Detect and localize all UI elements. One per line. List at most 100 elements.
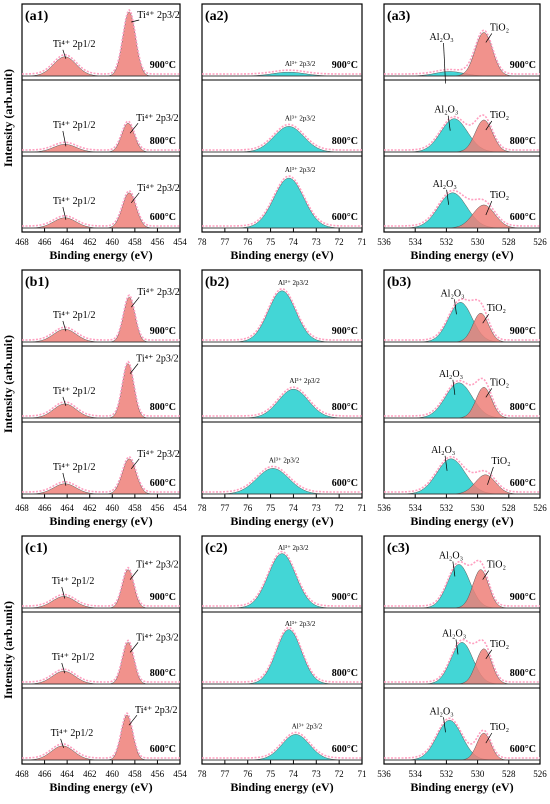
peak-area bbox=[202, 71, 362, 77]
label-arrow bbox=[61, 586, 66, 599]
label-arrow bbox=[447, 115, 451, 131]
x-tick-label: 468 bbox=[15, 769, 29, 779]
x-tick-label: 78 bbox=[198, 237, 208, 247]
x-tick-label: 464 bbox=[60, 237, 74, 247]
peak-label-tio2: TiO₂ bbox=[490, 377, 509, 388]
label-arrow bbox=[443, 42, 446, 84]
temperature-label: 800°C bbox=[510, 402, 536, 413]
envelope-line bbox=[22, 455, 180, 493]
panel-label: (c1) bbox=[25, 541, 48, 556]
envelope-line bbox=[22, 189, 180, 227]
peak-label-al2o3: Al₂O₃ bbox=[430, 706, 454, 717]
peak-label-ti-2p1: Ti⁴⁺ 2p1/2 bbox=[53, 310, 96, 321]
panel-c1: (c1) 468 466 464 462 460 458 456 454 Binding ener… bbox=[1, 535, 187, 794]
x-tick-label: 460 bbox=[106, 237, 120, 247]
label-arrow bbox=[62, 320, 67, 332]
envelope-line bbox=[22, 294, 180, 341]
x-tick-label: 462 bbox=[83, 503, 97, 513]
panel-a1: (a1) 468 466 464 462 460 458 456 454 Binding ener… bbox=[1, 3, 187, 262]
envelope-line bbox=[384, 638, 540, 683]
x-tick-label: 456 bbox=[151, 769, 165, 779]
envelope-line bbox=[202, 69, 362, 75]
x-axis-label: Binding energy (eV) bbox=[230, 248, 333, 262]
peak-label-ti-2p3: Ti⁴⁺ 2p3/2 bbox=[137, 10, 180, 21]
x-tick-label: 462 bbox=[83, 769, 97, 779]
peak-label-al2o3: Al₂O₃ bbox=[433, 179, 457, 190]
x-tick-label: 526 bbox=[533, 237, 547, 247]
x-tick-label: 76 bbox=[243, 769, 253, 779]
label-arrow bbox=[454, 299, 457, 315]
peak-label-tio2: TiO₂ bbox=[490, 722, 509, 733]
x-tick-label: 75 bbox=[266, 503, 276, 513]
y-axis-label: Intensity (arb.unit) bbox=[1, 335, 15, 433]
x-axis-label: Binding energy (eV) bbox=[49, 248, 152, 262]
temperature-label: 600°C bbox=[150, 212, 176, 223]
envelope-line bbox=[384, 114, 540, 151]
x-axis-label: Binding energy (eV) bbox=[410, 514, 513, 528]
label-arrow bbox=[482, 570, 490, 580]
label-arrow bbox=[130, 192, 140, 204]
panel-label: (c3) bbox=[387, 541, 410, 556]
temperature-label: 600°C bbox=[510, 744, 536, 755]
temperature-label: 800°C bbox=[150, 136, 176, 147]
x-tick-label: 532 bbox=[440, 769, 454, 779]
x-axis-label: Binding energy (eV) bbox=[410, 780, 513, 794]
panel-label: (b3) bbox=[387, 275, 411, 290]
temperature-label: 800°C bbox=[332, 136, 358, 147]
x-tick-label: 72 bbox=[335, 769, 344, 779]
x-tick-label: 532 bbox=[440, 237, 454, 247]
x-tick-label: 454 bbox=[173, 503, 187, 513]
x-tick-label: 75 bbox=[266, 769, 276, 779]
peak-label-tio2: TiO₂ bbox=[490, 22, 509, 33]
peak-label-al-2p3: Al³⁺ 2p3/2 bbox=[289, 377, 320, 385]
x-tick-label: 462 bbox=[83, 237, 97, 247]
temperature-label: 600°C bbox=[332, 744, 358, 755]
label-arrow bbox=[131, 19, 140, 23]
temperature-label: 800°C bbox=[150, 402, 176, 413]
peak-label-tio2: TiO₂ bbox=[487, 303, 506, 314]
x-tick-label: 73 bbox=[312, 237, 322, 247]
panel-label: (b1) bbox=[25, 275, 49, 290]
panel-b1: (b1) 468 466 464 462 460 458 456 454 Binding ener… bbox=[1, 269, 187, 528]
peak-label-ti-2p3: Ti⁴⁺ 2p3/2 bbox=[136, 560, 179, 571]
peak-label-al2o3: Al₂O₃ bbox=[430, 32, 454, 43]
x-tick-label: 466 bbox=[38, 237, 52, 247]
panel-label: (b2) bbox=[205, 275, 229, 290]
envelope-line bbox=[202, 386, 362, 417]
panel-frame bbox=[201, 269, 363, 499]
x-tick-label: 72 bbox=[335, 503, 344, 513]
panel-label: (a1) bbox=[25, 9, 49, 24]
x-tick-label: 526 bbox=[533, 769, 547, 779]
peak-label-ti-2p1: Ti⁴⁺ 2p1/2 bbox=[53, 386, 96, 397]
peak-label-al2o3: Al₂O₃ bbox=[439, 550, 463, 561]
label-arrow bbox=[62, 130, 67, 147]
label-arrow bbox=[444, 455, 448, 471]
x-tick-label: 458 bbox=[128, 237, 142, 247]
temperature-label: 800°C bbox=[510, 136, 536, 147]
peak-label-al-2p3: Al³⁺ 2p3/2 bbox=[292, 722, 323, 730]
envelope-line bbox=[384, 455, 540, 493]
label-arrow bbox=[452, 379, 456, 395]
peak-label-tio2: TiO₂ bbox=[491, 456, 510, 467]
peak-label-al2o3: Al₂O₃ bbox=[431, 445, 455, 456]
x-tick-label: 532 bbox=[440, 503, 454, 513]
x-tick-label: 534 bbox=[408, 503, 422, 513]
panel-c3: (c3) 536 534 532 530 528 526 Binding energy (eV… bbox=[377, 535, 547, 794]
label-arrow bbox=[485, 732, 493, 744]
peak-label-al2o3: Al₂O₃ bbox=[442, 628, 466, 639]
peak-label-ti-2p3: Ti⁴⁺ 2p3/2 bbox=[137, 183, 180, 194]
envelope-line bbox=[202, 550, 362, 607]
x-tick-label: 458 bbox=[128, 503, 142, 513]
peak-label-ti-2p1: Ti⁴⁺ 2p1/2 bbox=[53, 462, 96, 473]
x-tick-label: 528 bbox=[502, 769, 516, 779]
peak-label-ti-2p1: Ti⁴⁺ 2p1/2 bbox=[52, 652, 95, 663]
y-axis-label: Intensity (arb.unit) bbox=[1, 601, 15, 699]
peak-label-tio2: TiO₂ bbox=[490, 639, 509, 650]
x-axis-label: Binding energy (eV) bbox=[230, 780, 333, 794]
panel-frame bbox=[21, 269, 181, 499]
x-tick-label: 468 bbox=[15, 237, 29, 247]
panel-label: (c2) bbox=[205, 541, 228, 556]
panel-frame bbox=[21, 3, 181, 233]
peak-label-tio2: TiO₂ bbox=[487, 560, 506, 571]
